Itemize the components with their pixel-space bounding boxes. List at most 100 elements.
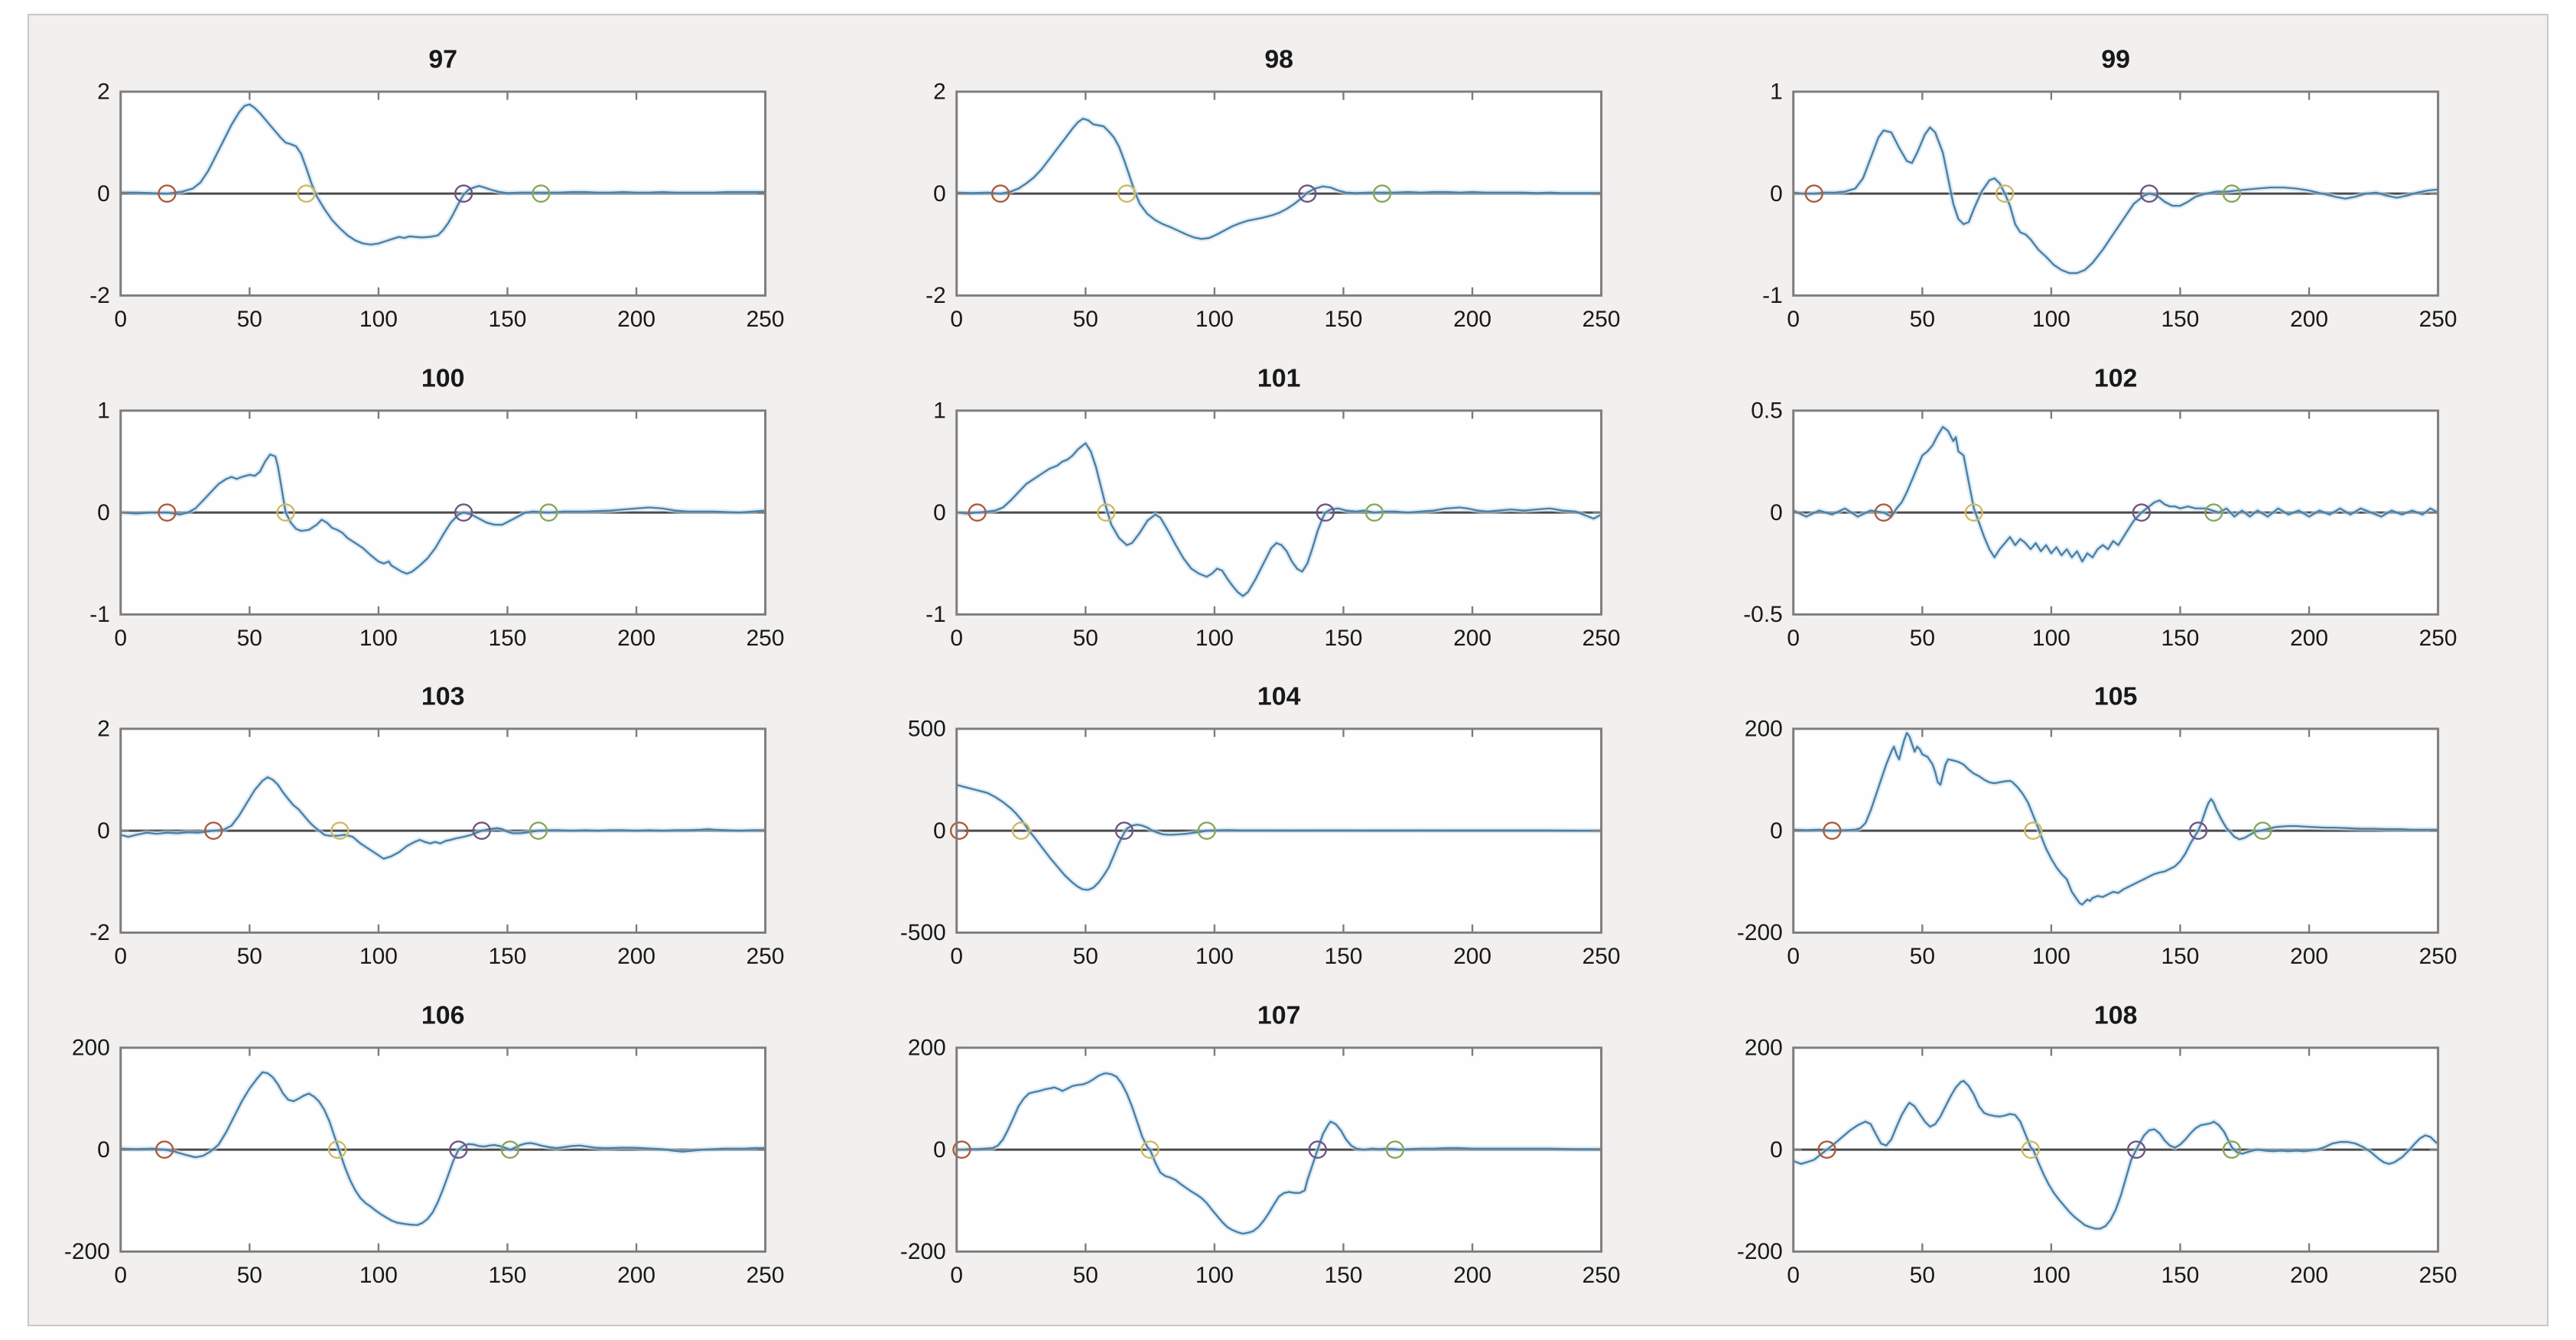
x-tick-label: 0	[114, 626, 127, 651]
fiducial-4-green-circle	[2252, 821, 2272, 840]
subplot-102: 0 50 100 150 200 250 0.5 0 -0.5 102	[1717, 353, 2526, 665]
x-tick-label: 200	[617, 945, 655, 970]
subplot-108: 0 50 100 150 200 250 200 0 -200 108	[1717, 990, 2526, 1303]
fiducial-4-green-circle	[532, 184, 551, 203]
subplot-98: 0 50 100 150 200 250 2 0 -2 98	[880, 34, 1689, 346]
x-tick-label: 100	[2032, 945, 2070, 970]
x-tick-label: 0	[951, 626, 964, 651]
x-tick-label: 50	[1909, 1263, 1934, 1288]
x-tick-label: 50	[237, 626, 262, 651]
fiducial-1-orange-circle	[968, 502, 987, 522]
x-tick-label: 100	[359, 307, 398, 333]
y-tick-label: 2	[933, 80, 946, 105]
x-tick-label: 0	[1787, 1263, 1800, 1288]
y-tick-label: 0	[1770, 1137, 1783, 1163]
x-tick-label: 200	[2290, 307, 2328, 333]
x-tick-label: 200	[2290, 945, 2328, 970]
fiducial-1-orange-circle	[1822, 821, 1842, 840]
fiducial-4-green-circle	[1197, 821, 1217, 840]
x-tick-label: 50	[237, 307, 262, 333]
x-tick-label: 250	[2418, 1263, 2457, 1288]
x-tick-label: 50	[237, 1263, 262, 1288]
x-tick-label: 100	[359, 1263, 398, 1288]
y-tick-label: -0.5	[1743, 602, 1783, 627]
x-tick-label: 250	[2418, 945, 2457, 970]
subplot-97: 0 50 100 150 200 250 2 0 -2 97	[44, 34, 853, 346]
fiducial-1-orange-circle	[1804, 184, 1823, 203]
fiducial-4-green-circle	[1373, 184, 1392, 203]
fiducial-3-purple-circle	[449, 1140, 468, 1159]
fiducial-3-purple-circle	[472, 821, 491, 840]
fiducial-4-green-circle	[2204, 502, 2223, 522]
x-tick-label: 50	[1073, 945, 1098, 970]
x-tick-label: 200	[617, 1263, 655, 1288]
x-tick-label: 250	[1582, 626, 1621, 651]
waveform-line	[1793, 1079, 2438, 1230]
x-tick-label: 100	[359, 626, 398, 651]
x-tick-label: 250	[1582, 1263, 1621, 1288]
x-tick-label: 200	[617, 626, 655, 651]
fiducial-2-yellow-circle	[1012, 821, 1031, 840]
fiducial-3-purple-circle	[1298, 184, 1317, 203]
x-tick-label: 150	[1325, 945, 1363, 970]
y-tick-label: 0	[933, 500, 946, 525]
x-tick-label: 200	[1453, 307, 1491, 333]
fiducial-4-green-circle	[1365, 502, 1384, 522]
x-tick-label: 150	[1325, 626, 1363, 651]
fiducial-1-orange-circle	[203, 821, 223, 840]
x-tick-label: 150	[2161, 1263, 2199, 1288]
subplot-title: 99	[2101, 46, 2130, 74]
x-tick-label: 200	[617, 307, 655, 333]
subplot-105: 0 50 100 150 200 250 200 0 -200 105	[1717, 671, 2526, 984]
y-tick-label: 0	[97, 818, 110, 844]
y-tick-label: 1	[1770, 80, 1783, 105]
subplot-title: 108	[2094, 1002, 2138, 1030]
x-tick-label: 100	[1195, 307, 1234, 333]
y-tick-label: -2	[89, 920, 110, 945]
x-tick-label: 150	[1325, 307, 1363, 333]
fiducial-2-yellow-circle	[1964, 502, 1983, 522]
fiducial-2-yellow-circle	[2021, 1140, 2040, 1159]
x-tick-label: 150	[2161, 626, 2199, 651]
fiducial-3-purple-circle	[2188, 821, 2207, 840]
y-tick-label: 0	[97, 500, 110, 525]
y-tick-label: -200	[64, 1239, 110, 1264]
waveform-line	[1793, 732, 2438, 906]
x-tick-label: 100	[2032, 307, 2070, 333]
subplot-104: 0 50 100 150 200 250 500 0 -500 104	[880, 671, 1689, 984]
fiducial-4-green-circle	[1386, 1140, 1405, 1159]
subplot-100: 0 50 100 150 200 250 1 0 -1 100	[44, 353, 853, 665]
x-tick-label: 250	[746, 945, 785, 970]
x-tick-label: 150	[489, 1263, 527, 1288]
x-tick-label: 100	[2032, 1263, 2070, 1288]
fiducial-3-purple-circle	[454, 184, 473, 203]
x-tick-label: 50	[1909, 626, 1934, 651]
x-tick-label: 50	[1909, 307, 1934, 333]
waveform-line	[957, 118, 1602, 240]
x-tick-label: 0	[951, 307, 964, 333]
subplot-title: 103	[421, 683, 465, 711]
x-tick-label: 50	[237, 945, 262, 970]
x-tick-label: 0	[114, 1263, 127, 1288]
waveform-line	[120, 453, 766, 574]
subplot-title: 106	[421, 1002, 465, 1030]
fiducial-3-purple-circle	[454, 502, 473, 522]
x-tick-label: 0	[114, 945, 127, 970]
y-tick-label: -200	[1737, 920, 1783, 945]
subplot-107: 0 50 100 150 200 250 200 0 -200 107	[880, 990, 1689, 1303]
fiducial-4-green-circle	[2222, 1140, 2241, 1159]
y-tick-label: 0	[933, 181, 946, 207]
x-tick-label: 0	[951, 1263, 964, 1288]
fiducial-3-purple-circle	[2139, 184, 2158, 203]
y-tick-label: 0	[97, 1137, 110, 1163]
x-tick-label: 50	[1073, 626, 1098, 651]
fiducial-4-green-circle	[539, 502, 558, 522]
fiducial-2-yellow-circle	[330, 821, 350, 840]
x-tick-label: 0	[1787, 945, 1800, 970]
